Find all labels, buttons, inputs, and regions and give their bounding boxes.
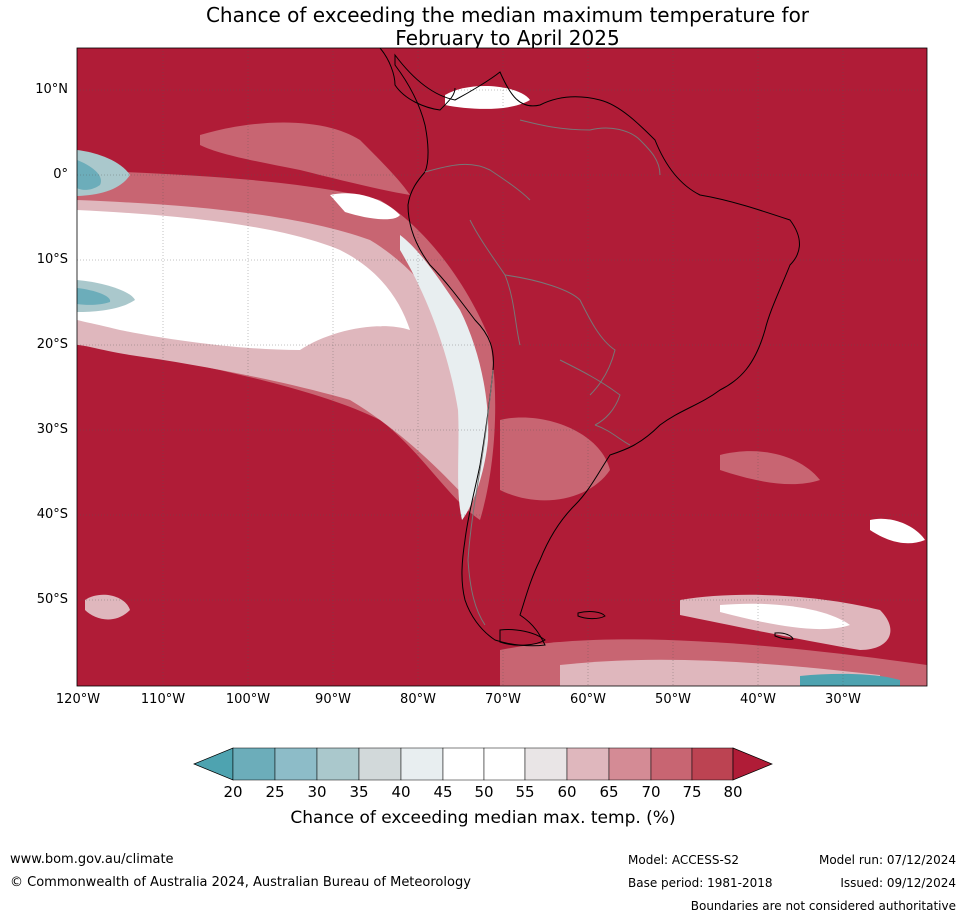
legend-tick-25: 25 bbox=[265, 783, 285, 801]
lat-label-40s: 40°S bbox=[36, 507, 68, 522]
south-america-outline bbox=[394, 53, 800, 647]
colorbar-seg-45 bbox=[442, 747, 485, 781]
legend-tick-30: 30 bbox=[307, 783, 327, 801]
title-line-1: Chance of exceeding the median maximum t… bbox=[205, 3, 810, 27]
blue-patch-2 bbox=[77, 288, 111, 305]
map-frame bbox=[76, 47, 928, 687]
colorbar-seg-55 bbox=[524, 747, 568, 781]
pink-tongue-north bbox=[200, 122, 410, 195]
probability-shading bbox=[77, 85, 927, 686]
light-patch-north bbox=[330, 193, 400, 220]
legend-tick-50: 50 bbox=[474, 783, 494, 801]
colorbar-seg-35 bbox=[358, 747, 402, 781]
tierra-del-fuego bbox=[499, 629, 546, 646]
white-band bbox=[77, 210, 410, 350]
colorbar-seg-40 bbox=[400, 747, 444, 781]
colorbar-seg-60 bbox=[566, 747, 610, 781]
lon-label-60w: 60°W bbox=[570, 692, 606, 707]
border-argentina-chile bbox=[467, 369, 494, 626]
boundaries-disclaimer: Boundaries are not considered authoritat… bbox=[690, 899, 956, 913]
legend-title: Chance of exceeding median max. temp. (%… bbox=[290, 808, 676, 828]
legend-tick-20: 20 bbox=[223, 783, 243, 801]
border-colombia bbox=[424, 163, 531, 201]
lon-label-110w: 110°W bbox=[140, 692, 186, 707]
border-venezuela bbox=[519, 119, 591, 131]
east-patch-small bbox=[870, 518, 925, 544]
lat-label-50s: 50°S bbox=[36, 592, 68, 607]
colorbar-seg-30 bbox=[316, 747, 360, 781]
legend-tick-70: 70 bbox=[641, 783, 661, 801]
base-period: Base period: 1981-2018 bbox=[628, 876, 773, 890]
lon-label-120w: 120°W bbox=[55, 692, 101, 707]
border-bolivia bbox=[504, 274, 616, 396]
legend-tick-65: 65 bbox=[599, 783, 619, 801]
lon-label-90w: 90°W bbox=[315, 692, 351, 707]
colorbar-seg-70 bbox=[650, 747, 693, 781]
colorbar-seg-65 bbox=[608, 747, 652, 781]
coastlines bbox=[379, 48, 800, 647]
chart-title: Chance of exceeding the median maximum t… bbox=[0, 4, 965, 50]
lon-label-70w: 70°W bbox=[485, 692, 521, 707]
legend-tick-55: 55 bbox=[515, 783, 535, 801]
lon-label-50w: 50°W bbox=[655, 692, 691, 707]
colorbar-seg-20 bbox=[232, 747, 276, 781]
blue-patch-1 bbox=[77, 160, 101, 190]
website-link[interactable]: www.bom.gov.au/climate bbox=[10, 852, 174, 867]
legend-tick-35: 35 bbox=[349, 783, 369, 801]
coastal-strip bbox=[400, 235, 489, 520]
east-atlantic-patch bbox=[720, 451, 820, 485]
legend-tick-80: 80 bbox=[723, 783, 743, 801]
lat-label-0: 0° bbox=[53, 167, 68, 182]
lon-label-80w: 80°W bbox=[400, 692, 436, 707]
south-atlantic-white bbox=[720, 603, 850, 630]
border-paraguay bbox=[559, 359, 621, 426]
copyright-text: © Commonwealth of Australia 2024, Austra… bbox=[10, 875, 471, 890]
colorbar-arrow-right bbox=[732, 747, 773, 781]
legend-tick-75: 75 bbox=[682, 783, 702, 801]
colorbar-seg-75 bbox=[691, 747, 734, 781]
model-name: Model: ACCESS-S2 bbox=[628, 853, 740, 867]
west-patch-small bbox=[85, 594, 130, 620]
lat-label-10s: 10°S bbox=[36, 252, 68, 267]
lat-label-30s: 30°S bbox=[36, 422, 68, 437]
caribbean-patch bbox=[445, 85, 530, 109]
colorbar-seg-25 bbox=[274, 747, 318, 781]
title-line-2: February to April 2025 bbox=[395, 26, 620, 50]
issued-date: Issued: 09/12/2024 bbox=[840, 876, 956, 890]
lon-label-40w: 40°W bbox=[740, 692, 776, 707]
legend-tick-40: 40 bbox=[391, 783, 411, 801]
lat-label-20s: 20°S bbox=[36, 337, 68, 352]
argentina-patch bbox=[500, 417, 610, 501]
gridlines bbox=[77, 48, 927, 686]
colorbar-arrow-left bbox=[193, 747, 234, 781]
lat-label-10n: 10°N bbox=[35, 82, 68, 97]
border-guianas bbox=[589, 127, 661, 176]
border-uruguay bbox=[594, 424, 631, 446]
colorbar-seg-50 bbox=[483, 747, 526, 781]
legend-tick-45: 45 bbox=[433, 783, 453, 801]
falklands bbox=[577, 611, 606, 620]
island-south-georgia bbox=[774, 632, 794, 640]
colorbar bbox=[193, 747, 773, 781]
south-bottom-blue bbox=[800, 673, 900, 686]
lon-label-100w: 100°W bbox=[225, 692, 271, 707]
legend-tick-60: 60 bbox=[557, 783, 577, 801]
model-run-date: Model run: 07/12/2024 bbox=[818, 853, 956, 867]
lon-label-30w: 30°W bbox=[825, 692, 861, 707]
country-borders bbox=[424, 119, 661, 626]
central-america-outline bbox=[379, 48, 456, 111]
